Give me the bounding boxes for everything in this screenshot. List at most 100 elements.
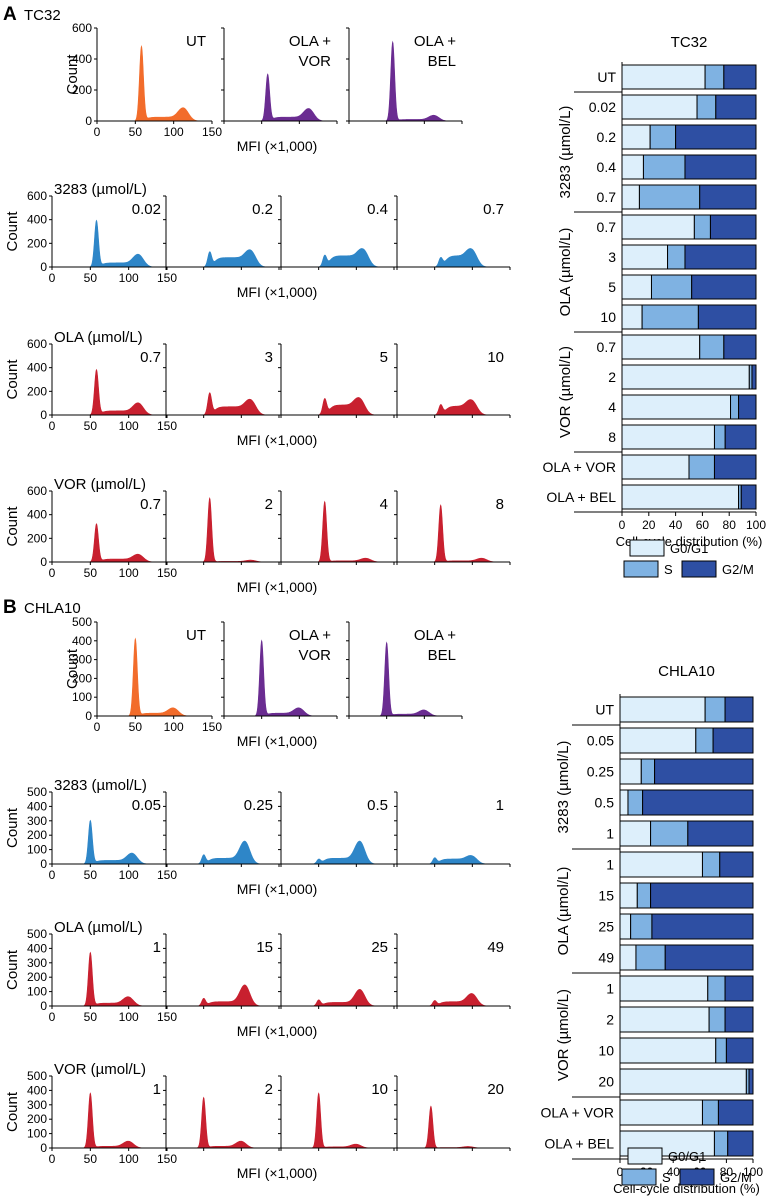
bar-segment-s — [627, 789, 644, 816]
bar-segment-g0g1 — [619, 789, 629, 816]
histogram-area — [166, 840, 279, 865]
panel-label: 10 — [487, 349, 504, 366]
x-tick-label: 0 — [49, 419, 56, 433]
y-axis-label-count: Count — [4, 506, 21, 547]
bar-row-label: 0.25 — [587, 764, 614, 780]
x-axis-label-mfi: MFI (×1,000) — [237, 579, 318, 595]
bar-segment-g2m — [675, 124, 757, 150]
y-tick-label: 500 — [27, 1069, 47, 1083]
y-axis-label-count: Count — [64, 54, 81, 95]
x-tick-label: 0 — [49, 868, 56, 882]
y-axis-label-count: Count — [4, 1091, 21, 1132]
bar-chart-title: CHLA10 — [658, 663, 715, 680]
y-axis-label-count: Count — [4, 807, 21, 848]
bar-segment-g2m — [713, 454, 757, 480]
bar-segment-s — [713, 1130, 729, 1157]
legend-label-g2m: G2/M — [722, 562, 754, 577]
panel-label: UT — [186, 33, 206, 50]
bar-segment-g0g1 — [619, 696, 706, 723]
x-tick-label: 100 — [119, 1010, 139, 1024]
bar-segment-s — [695, 727, 714, 754]
bar-segment-g0g1 — [621, 94, 698, 120]
bar-segment-g2m — [709, 214, 757, 240]
bar-segment-g2m — [664, 944, 754, 971]
bar-segment-g2m — [697, 304, 757, 330]
y-tick-label: 500 — [27, 785, 47, 799]
y-tick-label: 400 — [27, 941, 47, 955]
bar-segment-g0g1 — [621, 184, 640, 210]
histogram-panel-A-3283-3: 0.7 — [394, 195, 511, 270]
histogram-area — [281, 840, 394, 865]
legend-swatch-g0g1 — [629, 539, 665, 557]
histogram-panel-A-ola-3: 10 — [394, 343, 511, 418]
panel-label: 4 — [380, 496, 388, 513]
bar-row-label: 1 — [606, 857, 614, 873]
bar-segment-s — [688, 454, 715, 480]
histogram-panel-A-3283-0: 0 50 100 150 0 200 400 600 0.02 — [27, 189, 177, 285]
y-tick-label: 100 — [27, 1127, 47, 1141]
y-tick-label: 0 — [40, 999, 47, 1013]
y-tick-label: 400 — [27, 361, 47, 375]
x-tick-label: 100 — [119, 566, 139, 580]
bar-segment-s — [708, 1006, 726, 1033]
y-tick-label: 400 — [27, 213, 47, 227]
histogram-panel-A-ctrl-2: OLA + BEL — [346, 27, 463, 124]
bar-segment-s — [704, 64, 725, 90]
cell-line-label-B: CHLA10 — [24, 600, 81, 617]
y-tick-label: 200 — [72, 83, 92, 97]
bar-group-label: 3283 (µmol/L) — [557, 106, 574, 199]
x-tick-label: 100 — [119, 1152, 139, 1166]
bar-segment-s — [701, 1099, 719, 1126]
panel-label: VOR — [298, 647, 331, 664]
bar-segment-g2m — [687, 820, 754, 847]
bar-row-label: OLA + VOR — [540, 1105, 614, 1121]
y-tick-label: 0 — [40, 260, 47, 274]
bar-segment-s — [641, 304, 699, 330]
x-tick-label: 50 — [84, 271, 98, 285]
bar-segment-g0g1 — [621, 274, 652, 300]
bar-segment-s — [715, 1037, 727, 1064]
histogram-area — [52, 523, 167, 563]
histogram-panel-A-vor-2: 4 — [278, 490, 395, 565]
bar-x-tick-label: 100 — [746, 518, 766, 532]
bar-segment-g0g1 — [619, 727, 697, 754]
panel-label: 25 — [371, 939, 388, 956]
x-tick-label: 0 — [49, 1010, 56, 1024]
row-label-vor: VOR (µmol/L) — [54, 1061, 146, 1078]
histogram-area — [397, 1105, 510, 1149]
histogram-area — [397, 504, 510, 563]
x-tick-label: 50 — [129, 720, 143, 734]
panel-label: 10 — [371, 1081, 388, 1098]
y-tick-label: 400 — [27, 1083, 47, 1097]
bar-segment-g0g1 — [621, 64, 706, 90]
row-label-ola: OLA (µmol/L) — [54, 919, 143, 936]
bar-row-label: 20 — [598, 1074, 614, 1090]
bar-segment-g2m — [723, 334, 757, 360]
panel-label: 0.05 — [132, 797, 161, 814]
histogram-panel-B-ola-1: 15 — [163, 933, 280, 1009]
bar-segment-g0g1 — [621, 304, 643, 330]
histogram-area — [166, 392, 279, 416]
bar-segment-g0g1 — [619, 820, 652, 847]
panel-label: 1 — [496, 797, 504, 814]
bar-segment-g2m — [724, 424, 757, 450]
bar-segment-g2m — [651, 913, 754, 940]
bar-x-tick-label: 40 — [667, 1165, 681, 1179]
histogram-panel-B-ola-2: 25 — [278, 933, 395, 1009]
legend-label-g0g1: G0/G1 — [670, 541, 708, 556]
bar-segment-s — [635, 944, 666, 971]
row-label-3283: 3283 (µmol/L) — [54, 777, 147, 794]
bar-group-label: OLA (µmol/L) — [555, 867, 572, 956]
legend-label-g0g1: G0/G1 — [668, 1149, 706, 1164]
bar-row-label: 10 — [598, 1043, 614, 1059]
legend-swatch-s — [623, 560, 659, 578]
bar-segment-g2m — [740, 484, 757, 510]
histogram-panel-B-vor-1: 2 — [163, 1075, 280, 1151]
panel-label: 0.25 — [244, 797, 273, 814]
bar-segment-g0g1 — [619, 944, 637, 971]
y-tick-label: 300 — [27, 1098, 47, 1112]
y-tick-label: 200 — [72, 671, 92, 685]
panel-label: BEL — [428, 53, 456, 70]
bar-segment-g2m — [724, 975, 754, 1002]
